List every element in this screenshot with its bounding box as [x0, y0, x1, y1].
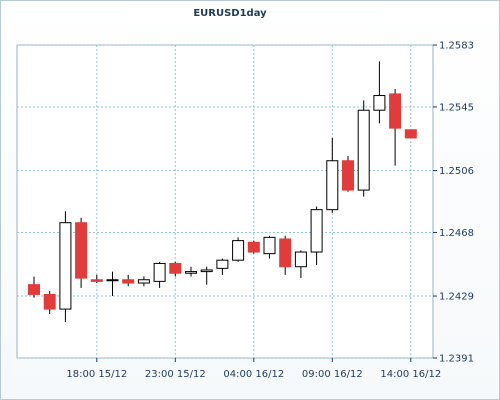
- y-tick-label: 1.2391: [439, 354, 474, 365]
- candle: [106, 271, 119, 297]
- candle: [90, 274, 103, 284]
- axes: 1.2583 1.2545 1.2506 1.2468 1.2429 1.2391 18:0…: [66, 41, 474, 381]
- x-tick-label: 23:00 15/12: [145, 369, 206, 380]
- x-tick-label: 14:00 16/12: [380, 369, 441, 380]
- candle: [263, 235, 276, 259]
- candle-body-down: [122, 279, 135, 284]
- candle-body-down: [389, 93, 402, 129]
- candle: [122, 274, 135, 287]
- candle-body-up: [153, 262, 166, 282]
- candle-body-up: [263, 236, 276, 255]
- candle: [294, 250, 307, 279]
- candle-body-up: [326, 160, 339, 211]
- x-tick-label: 04:00 16/12: [223, 369, 284, 380]
- plot-area: [16, 44, 434, 359]
- candle-body-down: [404, 129, 417, 139]
- candle-body-up: [294, 251, 307, 268]
- candle-body-down: [247, 241, 260, 253]
- candle: [153, 261, 166, 288]
- candle: [404, 129, 417, 139]
- chart-title: EURUSD1day: [193, 8, 267, 19]
- y-tick-label: 1.2583: [439, 41, 474, 52]
- x-tick-label: 09:00 16/12: [302, 369, 363, 380]
- candle-body-down: [90, 279, 103, 282]
- candle: [137, 276, 150, 287]
- candle-body-up: [106, 279, 119, 282]
- candle: [373, 61, 386, 124]
- y-tick-label: 1.2468: [439, 228, 474, 239]
- candle-body-up: [357, 109, 370, 191]
- candle-body-up: [232, 240, 245, 261]
- candle: [232, 237, 245, 262]
- candle: [357, 100, 370, 197]
- candle-body-down: [342, 160, 354, 191]
- candle-body-down: [75, 222, 88, 279]
- y-tick-label: 1.2506: [439, 166, 474, 177]
- candle: [169, 261, 182, 277]
- candle: [216, 258, 229, 275]
- candle: [75, 217, 88, 288]
- y-tick-label: 1.2545: [439, 102, 474, 113]
- candle-body-up: [59, 222, 72, 310]
- candle-body-up: [310, 209, 323, 253]
- candles: [28, 61, 417, 323]
- grid-lines: [17, 44, 433, 359]
- candle: [28, 276, 40, 298]
- candle-body-up: [185, 271, 197, 274]
- candle: [247, 240, 260, 254]
- candle-body-up: [200, 269, 213, 273]
- candle-body-down: [43, 293, 56, 310]
- candle-body-up: [137, 279, 150, 284]
- candle: [200, 266, 213, 285]
- candle: [43, 291, 56, 314]
- candle: [342, 155, 354, 192]
- candle: [59, 211, 72, 323]
- candle: [185, 266, 197, 277]
- candle-body-down: [279, 238, 292, 268]
- y-tick-label: 1.2429: [439, 292, 474, 303]
- candle-body-up: [373, 95, 386, 111]
- candle-body-down: [28, 284, 40, 295]
- candle: [326, 137, 339, 213]
- candle: [389, 89, 402, 166]
- candle: [310, 206, 323, 266]
- candle-body-down: [169, 262, 182, 274]
- candle-body-up: [216, 259, 229, 269]
- x-tick-label: 18:00 15/12: [66, 369, 127, 380]
- candle: [279, 235, 292, 275]
